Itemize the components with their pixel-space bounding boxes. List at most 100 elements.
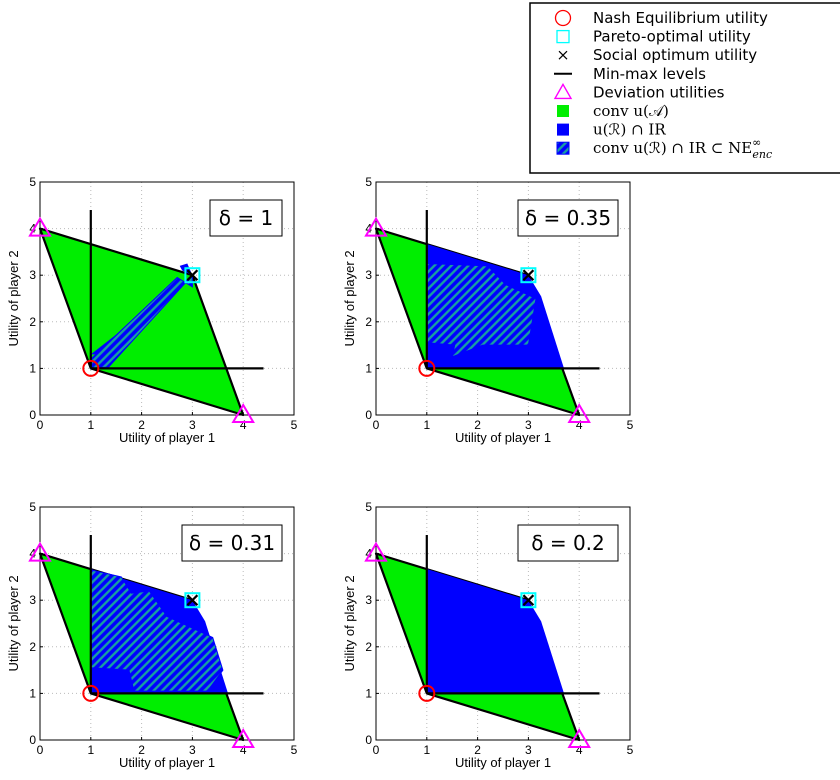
y-axis-label: Utility of player 2 bbox=[342, 575, 357, 671]
delta-label: δ = 0.31 bbox=[189, 531, 275, 555]
delta-label: δ = 0.35 bbox=[525, 206, 611, 230]
y-tick-label: 5 bbox=[365, 500, 372, 514]
cross-icon bbox=[558, 50, 568, 60]
y-tick-label: 5 bbox=[29, 175, 36, 189]
x-tick-label: 0 bbox=[37, 418, 44, 432]
x-tick-label: 3 bbox=[525, 418, 532, 432]
x-tick-label: 3 bbox=[189, 743, 196, 757]
x-tick-label: 5 bbox=[291, 418, 298, 432]
legend-entry: Social optimum utility bbox=[558, 46, 757, 64]
y-tick-label: 2 bbox=[29, 640, 36, 654]
y-tick-label: 2 bbox=[29, 315, 36, 329]
y-tick-label: 1 bbox=[29, 686, 36, 700]
legend-entry: conv u(𝒜) bbox=[557, 102, 669, 120]
delta-box bbox=[517, 199, 619, 237]
x-tick-label: 1 bbox=[423, 743, 430, 757]
y-tick-label: 5 bbox=[29, 500, 36, 514]
nash-marker bbox=[82, 684, 100, 702]
deviation-marker bbox=[364, 216, 388, 237]
x-tick-label: 3 bbox=[189, 418, 196, 432]
x-tick-label: 0 bbox=[373, 743, 380, 757]
x-tick-label: 4 bbox=[240, 743, 247, 757]
x-tick-label: 4 bbox=[576, 418, 583, 432]
legend-label: Pareto-optimal utility bbox=[593, 28, 751, 46]
y-tick-label: 3 bbox=[365, 593, 372, 607]
x-axis-label: Utility of player 1 bbox=[455, 755, 551, 770]
x-tick-label: 4 bbox=[240, 418, 247, 432]
deviation-marker bbox=[567, 728, 591, 748]
nash-marker bbox=[82, 359, 100, 377]
y-axis-label: Utility of player 2 bbox=[6, 575, 21, 671]
legend-label: Social optimum utility bbox=[593, 46, 757, 64]
y-tick-label: 1 bbox=[29, 361, 36, 375]
x-tick-label: 2 bbox=[138, 418, 145, 432]
x-tick-label: 1 bbox=[87, 418, 94, 432]
y-tick-label: 0 bbox=[29, 733, 36, 747]
x-tick-label: 0 bbox=[37, 743, 44, 757]
x-tick-label: 5 bbox=[627, 418, 634, 432]
x-tick-label: 5 bbox=[627, 743, 634, 757]
hatched-square-icon bbox=[556, 141, 570, 155]
x-tick-label: 1 bbox=[87, 743, 94, 757]
axes-box bbox=[39, 181, 295, 416]
y-axis-label: Utility of player 2 bbox=[342, 250, 357, 346]
square-icon bbox=[556, 29, 570, 44]
deviation-marker bbox=[231, 403, 255, 423]
green-square-icon bbox=[557, 105, 569, 117]
pareto-marker bbox=[184, 267, 201, 284]
y-tick-label: 0 bbox=[365, 733, 372, 747]
legend-label: u(ℛ) ∩ IR bbox=[593, 121, 666, 139]
deviation-marker bbox=[364, 541, 388, 562]
x-tick-label: 4 bbox=[576, 743, 583, 757]
deviation-marker bbox=[567, 403, 591, 423]
blue-square-icon bbox=[557, 123, 569, 136]
y-tick-label: 2 bbox=[365, 315, 372, 329]
chart-panel: 0 1 2 3 4 5 0 1 2 3 4 5 Utility of player 1 Utility o… bbox=[6, 500, 298, 770]
y-tick-label: 3 bbox=[29, 268, 36, 282]
delta-box bbox=[181, 524, 283, 562]
legend-entry: u(ℛ) ∩ IR bbox=[557, 121, 666, 139]
y-tick-label: 4 bbox=[29, 547, 36, 561]
y-tick-label: 1 bbox=[365, 686, 372, 700]
ir-region bbox=[426, 569, 564, 694]
social-optimum-marker bbox=[522, 594, 535, 606]
delta-box bbox=[209, 199, 283, 237]
legend-entry: Deviation utilities bbox=[553, 82, 725, 101]
legend-entry: conv u(ℛ) ∩ IR ⊂ NE∞ enc bbox=[556, 136, 772, 161]
axes-box bbox=[375, 506, 631, 741]
y-tick-label: 2 bbox=[365, 640, 372, 654]
deviation-marker bbox=[28, 216, 52, 237]
x-tick-label: 2 bbox=[474, 743, 481, 757]
x-tick-label: 5 bbox=[291, 743, 298, 757]
x-tick-label: 2 bbox=[138, 743, 145, 757]
y-tick-label: 3 bbox=[365, 268, 372, 282]
legend-label: conv u(𝒜) bbox=[593, 102, 669, 120]
y-tick-label: 0 bbox=[365, 408, 372, 422]
y-tick-label: 0 bbox=[29, 408, 36, 422]
social-optimum-marker bbox=[186, 594, 199, 606]
legend-label: Min-max levels bbox=[593, 65, 706, 83]
legend-label: Nash Equilibrium utility bbox=[593, 9, 768, 27]
circle-icon bbox=[554, 9, 572, 27]
legend-entry: Min-max levels bbox=[554, 65, 706, 83]
delta-label: δ = 0.2 bbox=[531, 531, 605, 555]
y-tick-label: 3 bbox=[29, 593, 36, 607]
axes-box bbox=[375, 181, 631, 416]
pareto-marker bbox=[520, 267, 537, 284]
delta-label: δ = 1 bbox=[219, 206, 273, 230]
x-axis-label: Utility of player 1 bbox=[455, 430, 551, 445]
social-optimum-marker bbox=[522, 269, 535, 281]
legend-label: conv u(ℛ) ∩ IR ⊂ NE∞ enc bbox=[593, 136, 772, 161]
triangle-icon bbox=[553, 82, 573, 100]
social-optimum-marker bbox=[186, 269, 199, 281]
pareto-marker bbox=[520, 592, 537, 609]
x-axis-label: Utility of player 1 bbox=[119, 755, 215, 770]
legend-entry: Nash Equilibrium utility bbox=[554, 9, 768, 27]
panels: 0 1 2 3 4 5 0 1 2 3 4 5 Utility of player 1 Utility o… bbox=[6, 175, 634, 770]
chart-panel: 0 1 2 3 4 5 0 1 2 3 4 5 Utility of player 1 Utility o… bbox=[6, 175, 298, 445]
legend-label: Deviation utilities bbox=[593, 83, 725, 101]
y-tick-label: 5 bbox=[365, 175, 372, 189]
legend-entry: Pareto-optimal utility bbox=[556, 28, 751, 46]
nash-marker bbox=[418, 359, 436, 377]
